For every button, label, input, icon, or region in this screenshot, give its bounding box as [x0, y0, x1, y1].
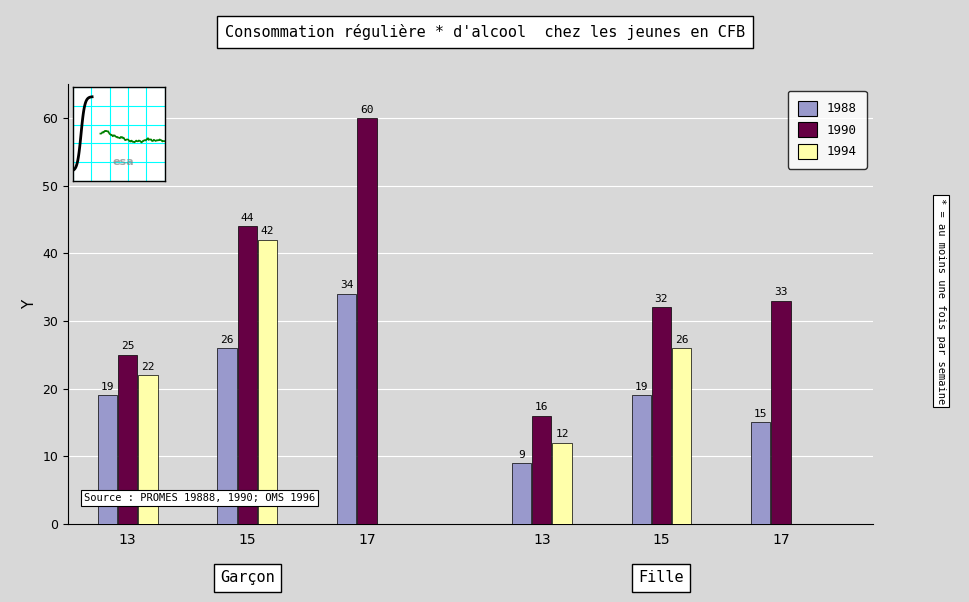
Text: 33: 33 — [773, 287, 787, 297]
Bar — [770, 300, 790, 524]
Text: 32: 32 — [654, 294, 668, 304]
Text: 19: 19 — [634, 382, 647, 392]
Bar — [551, 442, 571, 524]
Y-axis label: Y: Y — [21, 299, 37, 309]
Text: Garçon: Garçon — [220, 571, 274, 585]
Text: 22: 22 — [141, 362, 154, 371]
Bar — [118, 355, 138, 524]
Text: 16: 16 — [535, 402, 547, 412]
Bar — [631, 396, 650, 524]
Text: 60: 60 — [359, 105, 373, 115]
Bar — [217, 348, 236, 524]
Bar — [337, 294, 356, 524]
Text: esa: esa — [112, 157, 134, 167]
Text: 34: 34 — [339, 281, 353, 291]
Text: 19: 19 — [101, 382, 114, 392]
Text: Consommation régulière * d'alcool  chez les jeunes en CFB: Consommation régulière * d'alcool chez l… — [225, 24, 744, 40]
Bar — [258, 240, 277, 524]
Bar — [750, 423, 769, 524]
Text: 15: 15 — [753, 409, 766, 419]
Bar — [651, 308, 671, 524]
Text: 26: 26 — [674, 335, 688, 344]
Text: 44: 44 — [240, 213, 254, 223]
Bar — [532, 415, 550, 524]
Bar — [98, 396, 117, 524]
Bar — [512, 463, 531, 524]
Text: Fille: Fille — [638, 571, 683, 585]
Text: 26: 26 — [220, 335, 234, 344]
Bar — [237, 226, 257, 524]
Text: Source : PROMES 19888, 1990; OMS 1996: Source : PROMES 19888, 1990; OMS 1996 — [84, 493, 315, 503]
Legend: 1988, 1990, 1994: 1988, 1990, 1994 — [787, 90, 866, 169]
Text: * = au moins une fois par semaine: * = au moins une fois par semaine — [935, 198, 945, 404]
Bar — [672, 348, 691, 524]
Text: 42: 42 — [261, 226, 274, 237]
Bar — [139, 375, 157, 524]
Text: 12: 12 — [554, 429, 568, 439]
Text: 25: 25 — [121, 341, 135, 352]
Bar — [357, 118, 376, 524]
Text: 9: 9 — [517, 450, 524, 459]
